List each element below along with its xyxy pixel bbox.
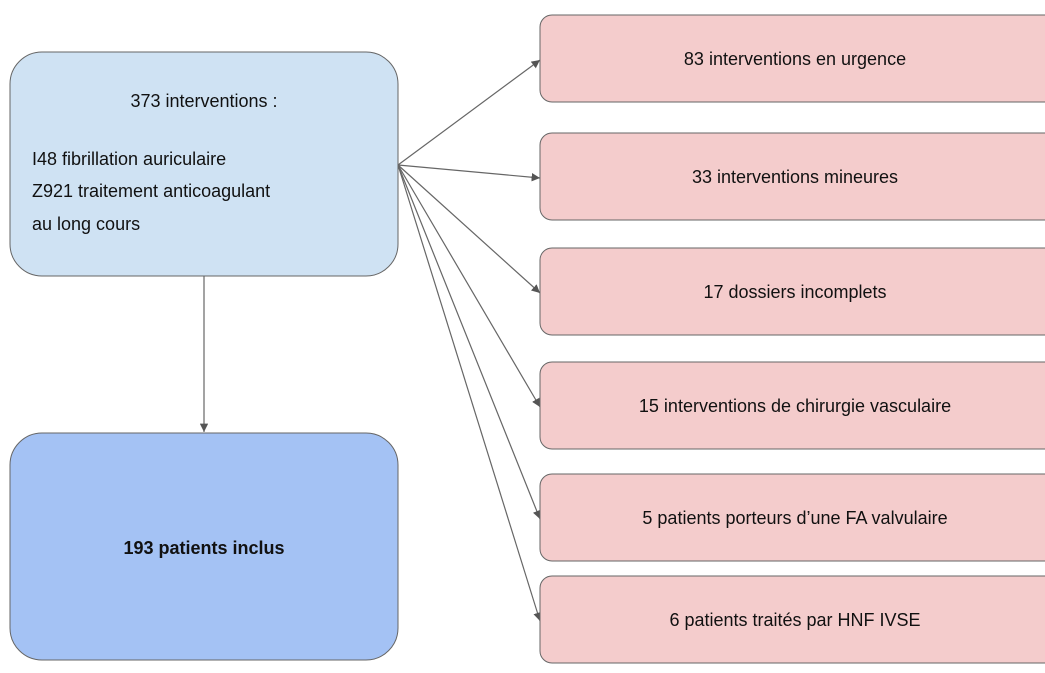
exclusion-box bbox=[539, 247, 1045, 336]
exclusion-label: 6 patients traités par HNF IVSE bbox=[669, 610, 920, 630]
exclusions: 83 interventions en urgence 33 interventi… bbox=[539, 14, 1045, 664]
exclusion-label: 5 patients porteurs d’une FA valvulaire bbox=[642, 508, 947, 528]
arrow bbox=[397, 59, 541, 166]
included-label: 193 patients inclus bbox=[123, 538, 284, 558]
arrow bbox=[397, 164, 541, 520]
source-line: au long cours bbox=[32, 214, 140, 234]
arrow bbox=[397, 164, 542, 622]
exclusion-box bbox=[539, 14, 1045, 103]
included-box bbox=[9, 432, 399, 661]
exclusion-box bbox=[539, 132, 1045, 221]
exclusion-label: 83 interventions en urgence bbox=[684, 49, 906, 69]
source-line: I48 fibrillation auriculaire bbox=[32, 149, 226, 169]
source-line: Z921 traitement anticoagulant bbox=[32, 181, 270, 201]
exclusion-box bbox=[539, 575, 1045, 664]
arrow bbox=[397, 164, 541, 408]
source-title: 373 interventions : bbox=[130, 91, 277, 111]
arrow bbox=[397, 164, 541, 294]
exclusion-label: 33 interventions mineures bbox=[692, 167, 898, 187]
exclusion-box bbox=[539, 361, 1045, 450]
exclusion-label: 17 dossiers incomplets bbox=[703, 282, 886, 302]
exclusion-box bbox=[539, 473, 1045, 562]
arrows bbox=[199, 59, 542, 622]
arrow bbox=[397, 164, 541, 182]
exclusion-label: 15 interventions de chirurgie vasculaire bbox=[639, 396, 951, 416]
source-box bbox=[9, 51, 399, 277]
